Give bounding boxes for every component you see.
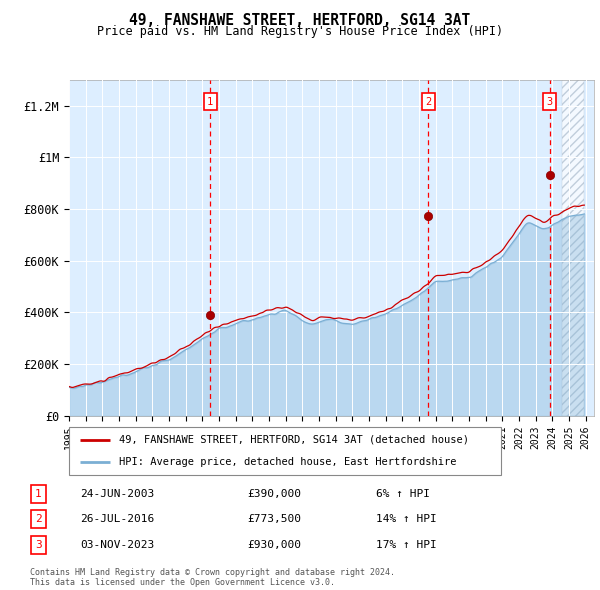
Text: 1: 1 [207, 97, 214, 107]
Text: 14% ↑ HPI: 14% ↑ HPI [376, 514, 437, 525]
Text: 2: 2 [35, 514, 42, 525]
Text: 49, FANSHAWE STREET, HERTFORD, SG14 3AT (detached house): 49, FANSHAWE STREET, HERTFORD, SG14 3AT … [119, 435, 469, 445]
Text: 6% ↑ HPI: 6% ↑ HPI [376, 489, 430, 499]
Text: Price paid vs. HM Land Registry's House Price Index (HPI): Price paid vs. HM Land Registry's House … [97, 25, 503, 38]
Text: 2: 2 [425, 97, 431, 107]
Text: 17% ↑ HPI: 17% ↑ HPI [376, 540, 437, 550]
Text: 1: 1 [35, 489, 42, 499]
Text: HPI: Average price, detached house, East Hertfordshire: HPI: Average price, detached house, East… [119, 457, 456, 467]
Text: 3: 3 [547, 97, 553, 107]
Text: 03-NOV-2023: 03-NOV-2023 [80, 540, 154, 550]
Text: £773,500: £773,500 [248, 514, 302, 525]
Text: 3: 3 [35, 540, 42, 550]
Text: £390,000: £390,000 [248, 489, 302, 499]
Text: 49, FANSHAWE STREET, HERTFORD, SG14 3AT: 49, FANSHAWE STREET, HERTFORD, SG14 3AT [130, 13, 470, 28]
Text: £930,000: £930,000 [248, 540, 302, 550]
Text: 24-JUN-2003: 24-JUN-2003 [80, 489, 154, 499]
Text: Contains HM Land Registry data © Crown copyright and database right 2024.
This d: Contains HM Land Registry data © Crown c… [30, 568, 395, 587]
Text: 26-JUL-2016: 26-JUL-2016 [80, 514, 154, 525]
